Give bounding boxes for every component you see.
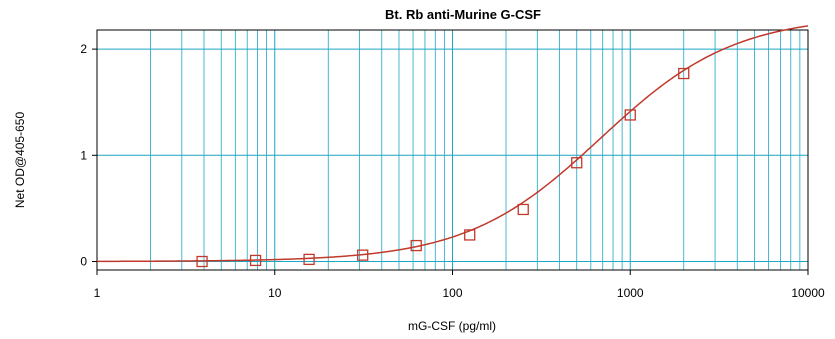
data-point (249, 254, 262, 267)
ticks: 1 10 100 1000 10000 0 1 2 (80, 42, 825, 300)
x-tick-label: 1000 (617, 286, 644, 300)
y-axis-label: Net OD@405-650 (13, 112, 27, 209)
x-tick-label: 10 (268, 286, 282, 300)
grid (97, 30, 808, 270)
x-tick-label: 1 (94, 286, 101, 300)
data-point (196, 255, 208, 268)
data-point (357, 249, 369, 261)
data-point (303, 253, 315, 266)
data-point (624, 109, 636, 121)
data-point (464, 229, 476, 241)
y-tick-label: 1 (80, 148, 87, 162)
data-point (571, 157, 583, 169)
x-axis-label: mG-CSF (pg/ml) (408, 319, 496, 333)
fit-curve (96, 25, 809, 263)
x-tick-label: 100 (442, 286, 462, 300)
data-point (410, 239, 422, 252)
x-tick-label: 10000 (791, 286, 825, 300)
data-point (517, 203, 529, 216)
data-points (196, 67, 690, 268)
chart-title: Bt. Rb anti-Murine G-CSF (385, 7, 541, 22)
y-tick-label: 0 (80, 255, 87, 269)
y-tick-label: 2 (80, 42, 87, 56)
data-point (678, 67, 690, 80)
